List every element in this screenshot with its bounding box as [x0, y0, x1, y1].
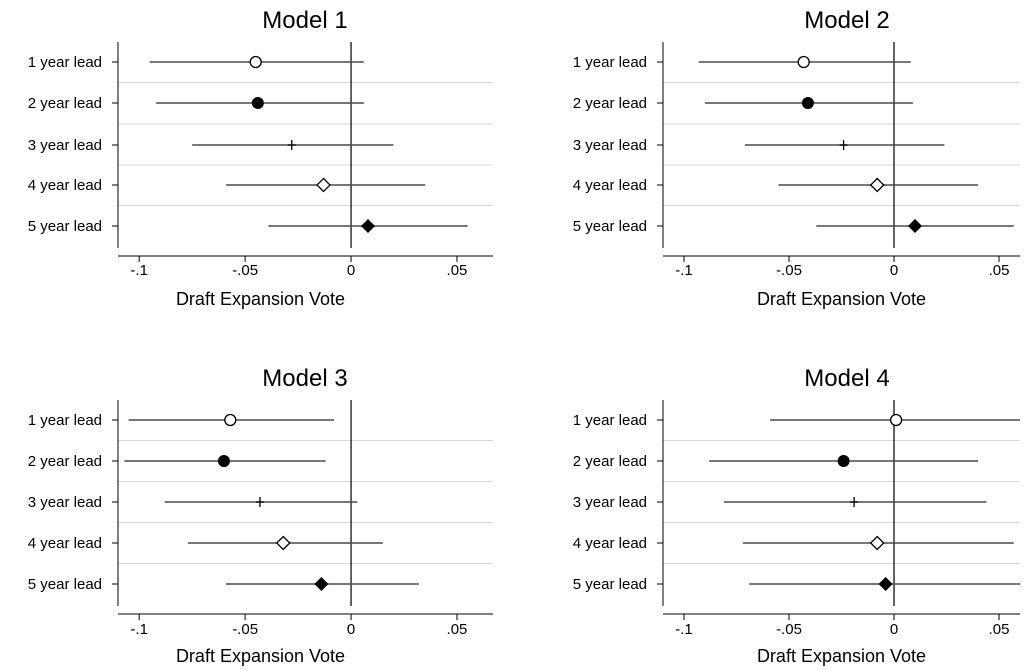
- marker-plus: [255, 497, 264, 507]
- marker-circle-filled: [251, 97, 264, 109]
- marker-plus: [287, 140, 296, 150]
- x-tick-label: -.1: [675, 262, 693, 279]
- y-tick-label: 5 year lead: [28, 576, 102, 593]
- y-tick-label: 3 year lead: [573, 494, 647, 511]
- panel-model-3: Model 3 -.1 -.05 0 .05 Draft Expansion Vote 1 …: [28, 365, 493, 666]
- marker-diamond-filled: [878, 577, 893, 591]
- y-tick-label: 4 year lead: [573, 177, 647, 194]
- x-tick-label: -.1: [130, 262, 148, 279]
- y-tick-label: 1 year lead: [573, 54, 647, 71]
- x-tick-label: 0: [347, 621, 355, 638]
- x-tick-label: 0: [347, 262, 355, 279]
- x-tick-label: -.05: [776, 621, 802, 638]
- x-tick-label: -.05: [232, 262, 258, 279]
- marker-diamond-filled: [314, 577, 329, 591]
- y-tick-label: 2 year lead: [28, 95, 102, 112]
- marker-circle-filled: [217, 455, 230, 467]
- chart-title: Model 1: [262, 7, 347, 34]
- marker-plus: [850, 497, 859, 507]
- panel-model-2: Model 2 -.1 -.05 0 .05 Draft Expansion Vote 1 …: [573, 7, 1020, 309]
- marker-circle-open: [249, 55, 262, 69]
- marker-diamond-open: [869, 177, 885, 193]
- x-tick-label: -.05: [232, 621, 258, 638]
- panel-model-4: Model 4 -.1 -.05 0 .05 Draft Expansion Vote 1 …: [573, 365, 1020, 666]
- y-tick-label: 3 year lead: [573, 137, 647, 154]
- y-tick-label: 3 year lead: [28, 494, 102, 511]
- y-tick-label: 4 year lead: [573, 535, 647, 552]
- y-tick-label: 3 year lead: [28, 137, 102, 154]
- y-tick-label: 2 year lead: [573, 95, 647, 112]
- panel-model-1: Model 1 -.1 -.05 0 .05 Draft Expansion Vote 1 …: [28, 7, 493, 309]
- marker-diamond-filled: [908, 219, 922, 233]
- x-tick-label: .05: [989, 262, 1010, 279]
- marker-circle-open: [224, 413, 237, 427]
- x-axis-label: Draft Expansion Vote: [176, 289, 345, 309]
- y-tick-label: 5 year lead: [28, 218, 102, 235]
- marker-diamond-open: [275, 535, 291, 551]
- x-axis-label: Draft Expansion Vote: [757, 646, 926, 666]
- x-tick-label: .05: [447, 621, 468, 638]
- y-tick-label: 1 year lead: [28, 54, 102, 71]
- marker-circle-open: [889, 413, 903, 427]
- y-tick-label: 4 year lead: [28, 535, 102, 552]
- chart-title: Model 2: [804, 7, 889, 34]
- x-tick-label: .05: [989, 621, 1010, 638]
- marker-plus: [839, 140, 848, 150]
- y-tick-label: 1 year lead: [573, 412, 647, 429]
- chart-title: Model 3: [262, 365, 347, 392]
- x-tick-label: .05: [447, 262, 468, 279]
- y-tick-label: 1 year lead: [28, 412, 102, 429]
- x-tick-label: -.1: [675, 621, 693, 638]
- marker-diamond-open: [869, 535, 885, 551]
- marker-diamond-open: [316, 177, 331, 193]
- marker-circle-filled: [801, 97, 814, 109]
- x-tick-label: 0: [890, 621, 898, 638]
- y-tick-label: 5 year lead: [573, 576, 647, 593]
- marker-circle-filled: [837, 455, 850, 467]
- x-axis-label: Draft Expansion Vote: [176, 646, 345, 666]
- x-tick-label: -.05: [776, 262, 802, 279]
- marker-diamond-filled: [361, 219, 375, 233]
- x-tick-label: -.1: [130, 621, 148, 638]
- x-tick-label: 0: [890, 262, 898, 279]
- y-tick-label: 2 year lead: [28, 453, 102, 470]
- x-axis-label: Draft Expansion Vote: [757, 289, 926, 309]
- y-tick-label: 2 year lead: [573, 453, 647, 470]
- chart-title: Model 4: [804, 365, 889, 392]
- y-tick-label: 4 year lead: [28, 177, 102, 194]
- y-tick-label: 5 year lead: [573, 218, 647, 235]
- marker-circle-open: [797, 55, 810, 69]
